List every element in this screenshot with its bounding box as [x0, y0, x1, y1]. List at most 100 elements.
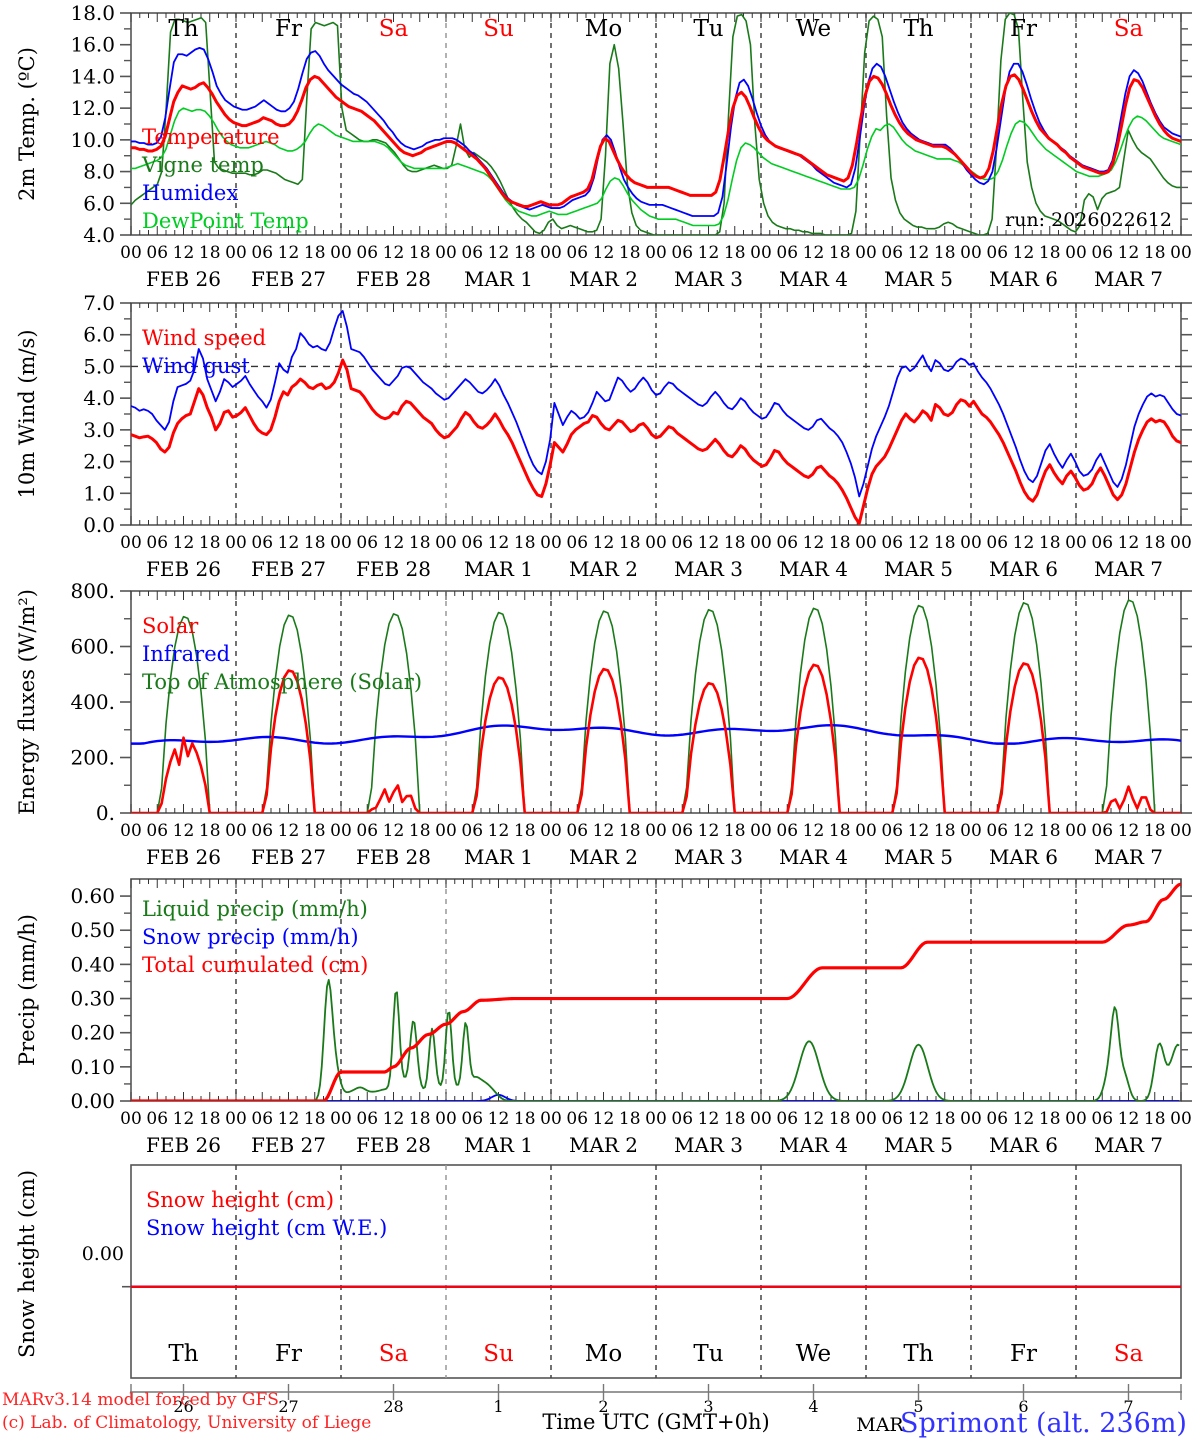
energy-series [131, 599, 1181, 813]
series-line [131, 107, 1181, 227]
hour-tick-label: 00 [1170, 821, 1192, 841]
hour-tick-label: 06 [566, 243, 588, 263]
wind-y-axis-label: 10m Wind (m/s) [15, 329, 39, 498]
dow-label: Fr [1010, 16, 1037, 42]
snow-bottom-ticks [130, 1384, 1182, 1400]
hour-tick-label: 06 [776, 243, 798, 263]
energy-x-tick-labels: 00 06 12 18 00 06 12 18 00 06 12 18 00 06 12 18 00 06 12 18… [120, 821, 1192, 869]
day-label: MAR 3 [674, 845, 743, 869]
day-label: MAR 4 [779, 845, 848, 869]
hour-tick-label: 18 [829, 1109, 851, 1129]
hour-tick-label: 06 [986, 533, 1008, 553]
precip-y-ticks [120, 895, 1192, 1102]
wind-y-tick-labels: 0.0 1.0 2.0 3.0 4.0 5.0 6.0 7.0 [83, 291, 115, 537]
hour-tick-label: 06 [356, 243, 378, 263]
hour-tick-label: 12 [173, 821, 195, 841]
energy-y-tick-labels: 0. 200. 400. 600. 800. [70, 579, 115, 825]
hour-tick-label: 00 [225, 1109, 247, 1129]
hour-tick-label: 18 [304, 1109, 326, 1129]
day-label: FEB 28 [356, 557, 431, 581]
hour-tick-label: 18 [1144, 533, 1166, 553]
hour-tick-label: 00 [855, 821, 877, 841]
hour-tick-label: 00 [645, 533, 667, 553]
legend-wind-gust: Wind gust [142, 354, 250, 378]
bottom-day-number: 1 [493, 1397, 503, 1416]
hour-tick-label: 00 [1065, 533, 1087, 553]
hour-tick-label: 12 [803, 821, 825, 841]
day-label: FEB 27 [251, 1133, 326, 1157]
hour-tick-label: 12 [908, 533, 930, 553]
y-tick-label: 4.0 [83, 223, 115, 247]
precip-x-ticks [130, 879, 1182, 1101]
hour-tick-label: 00 [435, 533, 457, 553]
y-tick-label: 1.0 [83, 481, 115, 505]
day-label: FEB 26 [146, 557, 221, 581]
dow-label: Sa [1114, 16, 1144, 42]
day-label: MAR 5 [884, 267, 953, 291]
hour-tick-label: 12 [173, 1109, 195, 1129]
dow-label: Su [483, 16, 514, 42]
hour-tick-label: 00 [750, 1109, 772, 1129]
hour-tick-label: 06 [671, 1109, 693, 1129]
day-label: MAR 2 [569, 267, 638, 291]
hour-tick-label: 18 [514, 533, 536, 553]
hour-tick-label: 18 [199, 821, 221, 841]
dow-label: Tu [693, 16, 723, 42]
hour-tick-label: 12 [593, 533, 615, 553]
hour-tick-label: 06 [146, 243, 168, 263]
wind-x-tick-labels: 00 06 12 18 00 06 12 18 00 06 12 18 00 06 12 18 00 06 12 18… [120, 533, 1192, 581]
y-tick-label: 16.0 [70, 33, 115, 57]
hour-tick-label: 12 [383, 243, 405, 263]
location-label: Sprimont (alt. 236m) [900, 1408, 1187, 1439]
y-tick-label: 0.60 [70, 884, 115, 908]
hour-tick-label: 12 [383, 1109, 405, 1129]
hour-tick-label: 00 [750, 533, 772, 553]
hour-tick-label: 06 [566, 821, 588, 841]
hour-tick-label: 00 [1065, 243, 1087, 263]
hour-tick-label: 06 [146, 533, 168, 553]
hour-tick-label: 18 [934, 243, 956, 263]
day-label: MAR 5 [884, 845, 953, 869]
hour-tick-label: 12 [803, 1109, 825, 1129]
hour-tick-label: 00 [1170, 243, 1192, 263]
hour-tick-label: 00 [120, 821, 142, 841]
hour-tick-label: 12 [173, 533, 195, 553]
hour-tick-label: 12 [1118, 243, 1140, 263]
hour-tick-label: 00 [120, 1109, 142, 1129]
hour-tick-label: 00 [225, 821, 247, 841]
hour-tick-label: 00 [960, 533, 982, 553]
day-label: MAR 1 [464, 1133, 533, 1157]
hour-tick-label: 12 [1013, 1109, 1035, 1129]
y-tick-label: 6.0 [83, 191, 115, 215]
hour-tick-label: 18 [1039, 1109, 1061, 1129]
bottom-day-number: 3 [703, 1397, 713, 1416]
hour-tick-label: 18 [1144, 1109, 1166, 1129]
hour-tick-label: 06 [1091, 1109, 1113, 1129]
hour-tick-label: 06 [461, 533, 483, 553]
hour-tick-label: 00 [540, 821, 562, 841]
hour-tick-label: 12 [383, 821, 405, 841]
precip-y-tick-labels: 0.00 0.10 0.20 0.30 0.40 0.50 0.60 [70, 884, 115, 1113]
hour-tick-label: 18 [724, 243, 746, 263]
bottom-day-number: 27 [278, 1397, 298, 1416]
hour-tick-label: 06 [881, 821, 903, 841]
energy-fluxes-panel: 0. 200. 400. 600. 800. 00 06 12 18 00 06 12 18 00 06 1… [0, 578, 1194, 869]
day-label: MAR 6 [989, 267, 1058, 291]
day-label: MAR 4 [779, 1133, 848, 1157]
day-label: MAR 7 [1094, 1133, 1163, 1157]
y-tick-label: 8.0 [83, 160, 115, 184]
hour-tick-label: 12 [908, 1109, 930, 1129]
temperature-panel: Th Fr Sa Su Mo Tu We Th Fr Sa 4.0 6.0 8.0 10.0 12.0 14… [0, 0, 1194, 291]
hour-tick-label: 12 [803, 533, 825, 553]
hour-tick-label: 18 [829, 243, 851, 263]
hour-tick-label: 18 [514, 1109, 536, 1129]
legend-humidex: Humidex [142, 181, 238, 205]
hour-tick-label: 00 [225, 533, 247, 553]
bottom-day-number: 6 [1018, 1397, 1028, 1416]
hour-tick-label: 18 [619, 243, 641, 263]
hour-tick-label: 18 [619, 533, 641, 553]
legend-temperature: Temperature [142, 125, 280, 149]
legend-top-of-atmosphere: Top of Atmosphere (Solar) [142, 670, 422, 694]
temp-y-ticks [120, 12, 1192, 236]
day-label: MAR 4 [779, 267, 848, 291]
